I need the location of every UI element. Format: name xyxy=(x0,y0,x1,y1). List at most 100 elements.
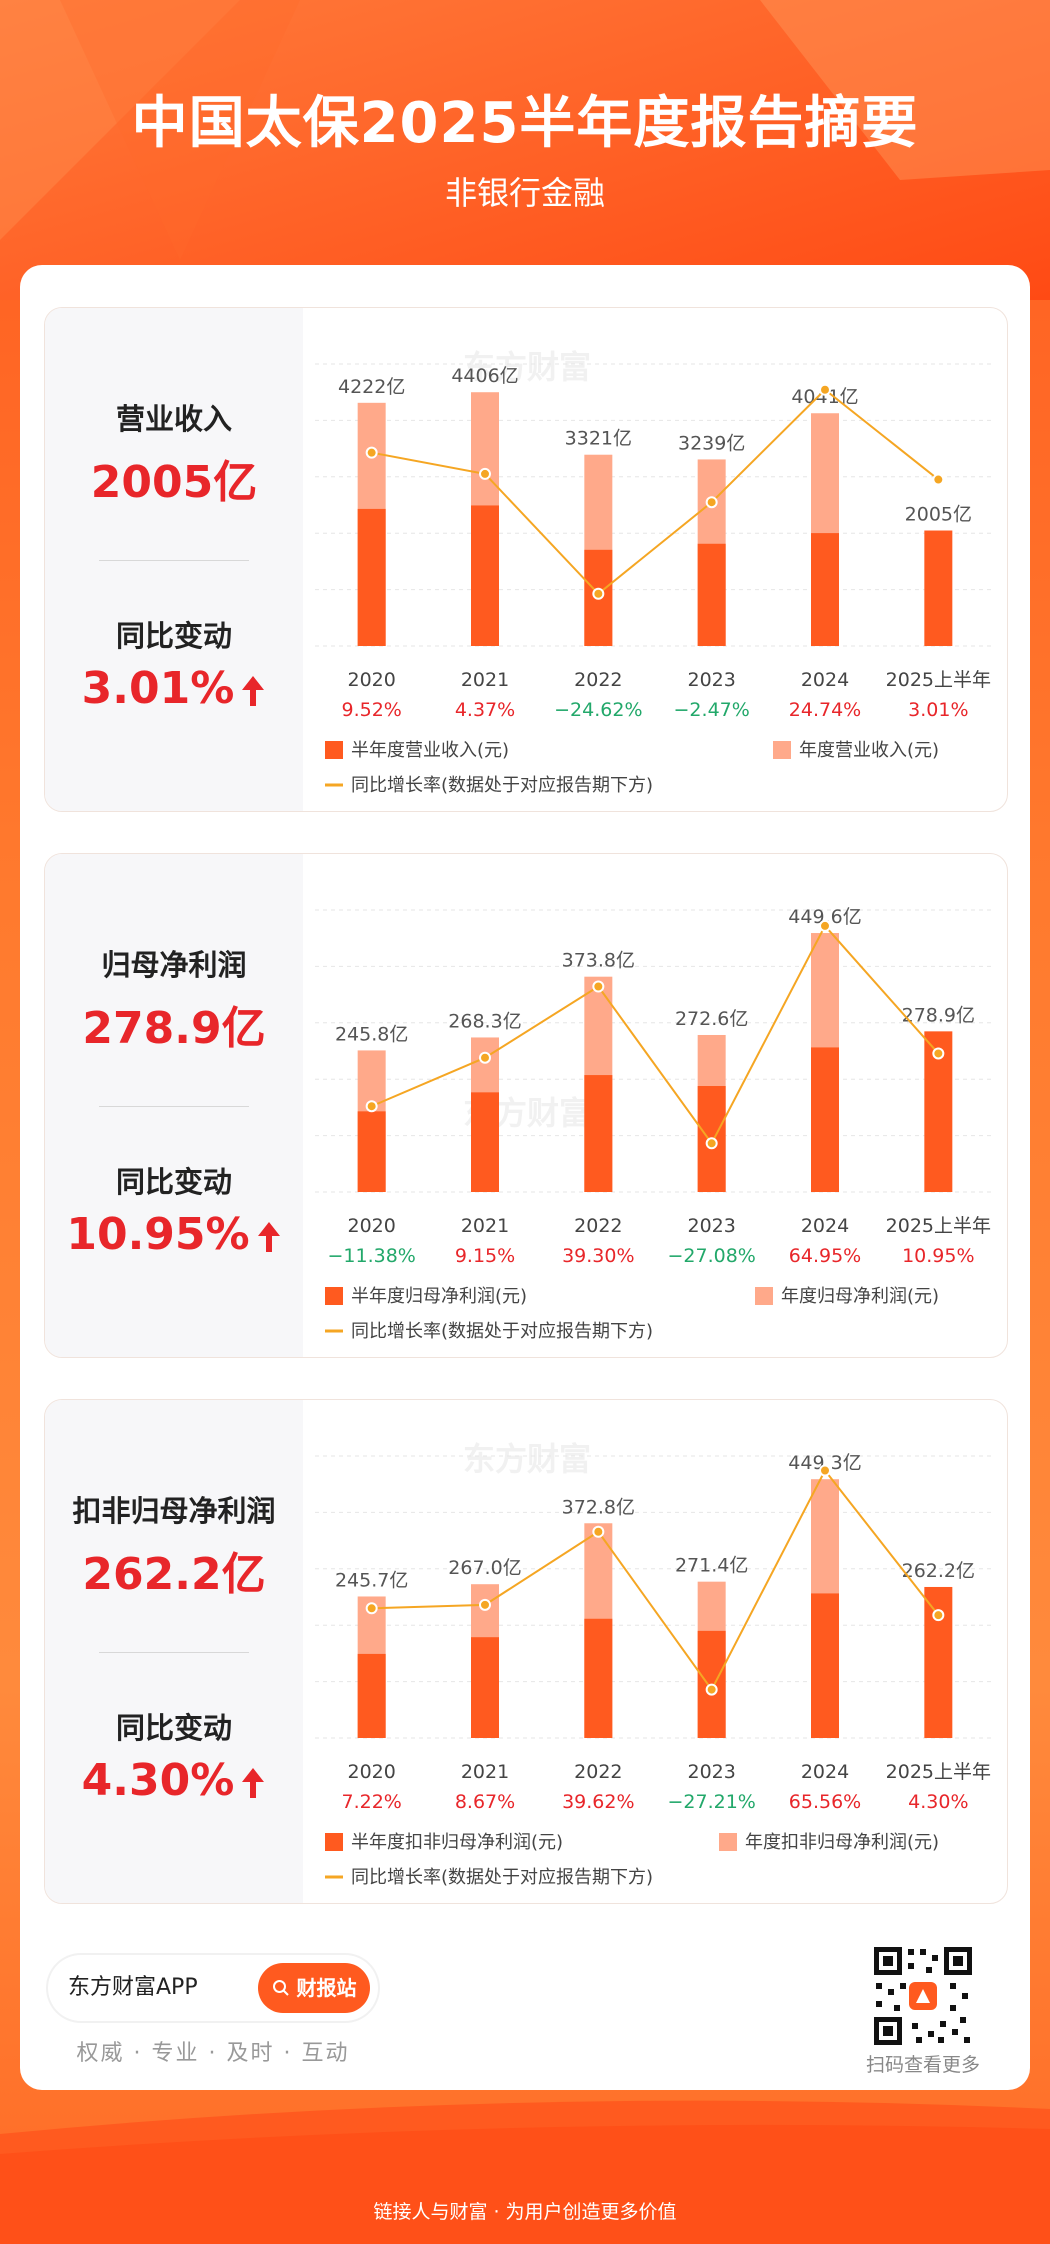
bar-value-label: 278.9亿 xyxy=(902,1004,975,1026)
category-label: 2024 xyxy=(801,1761,849,1783)
slogan: 权威 · 专业 · 及时 · 互动 xyxy=(76,2041,350,2066)
category-label: 2025上半年 xyxy=(886,1215,991,1237)
report-station-button[interactable]: 财报站 xyxy=(258,1963,370,2013)
growth-line xyxy=(371,388,939,596)
growth-point xyxy=(365,446,378,459)
category-label: 2025上半年 xyxy=(886,669,991,691)
growth-rate-label: 24.74% xyxy=(789,699,861,721)
category-label: 2022 xyxy=(574,669,622,691)
category-label: 2022 xyxy=(574,1761,622,1783)
bottom-wave xyxy=(0,2100,1050,2244)
deducted-net-profit-chart: 东方财富 245.7亿 2020 7.22% 267.0亿 2021 8.67% 372.8亿… xyxy=(315,1440,995,1888)
metric-summary: 扣非归母净利润 262.2亿 同比变动 4.30% xyxy=(45,1400,303,1903)
growth-point xyxy=(932,1047,945,1060)
legend-annual-label: 年度扣非归母净利润(元) xyxy=(745,1832,939,1853)
card-net-profit: 归母净利润 278.9亿 同比变动 10.95% 东方财富 245.8亿 2020−… xyxy=(44,853,1008,1358)
growth-point xyxy=(479,1598,491,1611)
legend-annual-label: 年度营业收入(元) xyxy=(799,740,939,761)
growth-rate-label: 9.52% xyxy=(341,699,401,721)
category-label: 2024 xyxy=(801,669,849,691)
qr-code[interactable] xyxy=(872,1945,974,2047)
category-label: 2021 xyxy=(461,669,509,691)
watermark: 东方财富 xyxy=(463,1440,591,1478)
change-label: 同比变动 xyxy=(115,1165,232,1199)
growth-rate-label: 8.67% xyxy=(455,1791,515,1813)
half-year-bar xyxy=(471,1637,499,1738)
change-value: 4.30% xyxy=(81,1755,235,1806)
growth-point xyxy=(592,1525,605,1538)
legend-half-label: 半年度归母净利润(元) xyxy=(351,1286,527,1307)
change-value: 10.95% xyxy=(66,1209,250,1260)
content-panel: 营业收入 2005亿 同比变动 3.01% 东方财富 4222亿 2020 9.52%… xyxy=(20,265,1030,2090)
legend-half-label: 半年度营业收入(元) xyxy=(351,740,509,761)
legend-annual-swatch xyxy=(755,1287,773,1305)
legend-half-swatch xyxy=(325,741,343,759)
divider xyxy=(99,1652,249,1653)
bar-value-label: 4406亿 xyxy=(451,365,518,387)
legend-line-label: 同比增长率(数据处于对应报告期下方) xyxy=(351,1867,653,1888)
report-station-label: 财报站 xyxy=(296,1976,357,2000)
legend-annual-label: 年度归母净利润(元) xyxy=(781,1286,939,1307)
legend-line-label: 同比增长率(数据处于对应报告期下方) xyxy=(351,775,653,796)
category-label: 2021 xyxy=(461,1761,509,1783)
category-label: 2020 xyxy=(347,1761,395,1783)
legend-annual-swatch xyxy=(773,741,791,759)
growth-point xyxy=(705,1137,718,1150)
legend-half-label: 半年度扣非归母净利润(元) xyxy=(351,1832,563,1853)
growth-rate-label: −27.08% xyxy=(667,1245,755,1267)
growth-rate-label: −11.38% xyxy=(327,1245,415,1267)
growth-rate-label: −24.62% xyxy=(554,699,642,721)
bar-value-label: 245.7亿 xyxy=(335,1569,408,1591)
bottom-slogan: 链接人与财富 · 为用户创造更多价值 xyxy=(373,2201,677,2223)
growth-rate-label: 4.30% xyxy=(908,1791,968,1813)
half-year-bar xyxy=(357,1111,386,1192)
growth-point xyxy=(705,496,718,509)
half-year-bar xyxy=(811,1593,839,1738)
half-year-bar xyxy=(924,530,953,646)
growth-rate-label: 39.62% xyxy=(562,1791,634,1813)
growth-point xyxy=(819,1464,831,1477)
app-badge[interactable]: 东方财富APP 财报站 xyxy=(48,1955,378,2021)
divider xyxy=(99,1106,249,1107)
growth-point xyxy=(932,1609,945,1622)
bar-value-label: 2005亿 xyxy=(905,504,972,526)
growth-rate-label: 3.01% xyxy=(908,699,968,721)
bar-value-label: 268.3亿 xyxy=(448,1010,521,1032)
revenue-chart: 东方财富 4222亿 2020 9.52% 4406亿 2021 4.37% 3321亿 202… xyxy=(315,348,995,796)
growth-point xyxy=(819,383,831,396)
metric-value: 278.9亿 xyxy=(82,1003,266,1054)
change-value-row: 10.95% xyxy=(45,1209,303,1260)
change-label: 同比变动 xyxy=(115,1711,232,1745)
bar-value-label: 373.8亿 xyxy=(562,950,635,972)
category-label: 2024 xyxy=(801,1215,849,1237)
bar-value-label: 449.6亿 xyxy=(788,906,861,928)
category-label: 2023 xyxy=(687,1761,735,1783)
half-year-bar xyxy=(471,1092,499,1192)
growth-point xyxy=(365,1602,378,1615)
growth-rate-label: 9.15% xyxy=(455,1245,515,1267)
bar-value-label: 372.8亿 xyxy=(562,1496,635,1518)
growth-point xyxy=(479,467,491,480)
growth-point xyxy=(705,1683,718,1696)
metric-summary: 营业收入 2005亿 同比变动 3.01% xyxy=(45,308,303,811)
metric-label: 归母净利润 xyxy=(101,948,247,982)
qr-code-icon xyxy=(872,1945,974,2047)
growth-rate-label: −27.21% xyxy=(667,1791,755,1813)
half-year-bar xyxy=(811,1047,839,1192)
watermark: 东方财富 xyxy=(463,348,591,386)
half-year-bar xyxy=(357,508,386,646)
divider xyxy=(99,560,249,561)
legend-half-swatch xyxy=(325,1833,343,1851)
category-label: 2020 xyxy=(347,669,395,691)
bar-value-label: 267.0亿 xyxy=(448,1557,521,1579)
change-label: 同比变动 xyxy=(115,619,232,653)
growth-rate-label: 4.37% xyxy=(455,699,515,721)
half-year-bar xyxy=(471,505,499,646)
up-arrow-icon xyxy=(257,1222,280,1252)
growth-point xyxy=(479,1051,491,1064)
bar-value-label: 3321亿 xyxy=(565,428,632,450)
bar-value-label: 271.4亿 xyxy=(675,1555,748,1577)
hero-banner: 中国太保2025半年度报告摘要 非银行金融 xyxy=(0,0,1050,300)
card-deducted-net-profit: 扣非归母净利润 262.2亿 同比变动 4.30% 东方财富 245.7亿 2020… xyxy=(44,1399,1008,1904)
legend-annual-swatch xyxy=(719,1833,737,1851)
